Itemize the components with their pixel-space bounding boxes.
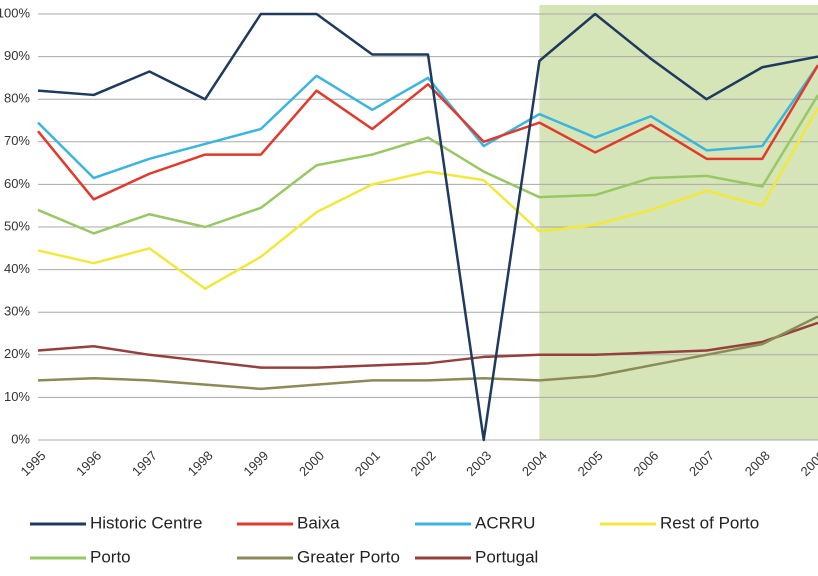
highlight-region	[539, 5, 818, 440]
legend-label: Portugal	[475, 547, 538, 566]
series-line	[37, 315, 818, 391]
legend-label: ACRRU	[475, 513, 535, 532]
series-line	[37, 321, 818, 369]
x-tick-label: 1997	[129, 448, 160, 479]
y-tick-label: 100%	[0, 5, 30, 20]
x-tick-label: 2008	[742, 448, 773, 479]
legend-label: Rest of Porto	[660, 513, 759, 532]
x-tick-label: 2006	[630, 448, 661, 479]
x-tick-label: 1998	[185, 448, 216, 479]
y-tick-label: 70%	[4, 133, 30, 148]
x-tick-label: 1996	[73, 448, 104, 479]
legend-label: Porto	[90, 547, 131, 566]
x-tick-label: 2009	[797, 448, 818, 479]
y-tick-label: 0%	[11, 431, 30, 446]
y-tick-label: 30%	[4, 304, 30, 319]
legend-label: Baixa	[297, 513, 340, 532]
series-line	[37, 64, 818, 201]
x-tick-label: 2000	[296, 448, 327, 479]
x-tick-label: 2003	[463, 448, 494, 479]
x-tick-label: 2005	[575, 448, 606, 479]
y-tick-label: 10%	[4, 389, 30, 404]
series-line	[37, 107, 818, 291]
legend-label: Greater Porto	[297, 547, 400, 566]
y-tick-label: 80%	[4, 91, 30, 106]
x-tick-label: 1995	[17, 448, 48, 479]
y-tick-label: 60%	[4, 176, 30, 191]
y-tick-label: 20%	[4, 346, 30, 361]
legend-label: Historic Centre	[90, 513, 202, 532]
y-tick-label: 50%	[4, 218, 30, 233]
x-tick-label: 2002	[407, 448, 438, 479]
series-line	[37, 12, 818, 442]
x-tick-label: 2001	[352, 448, 383, 479]
y-tick-label: 40%	[4, 261, 30, 276]
series-line	[37, 94, 818, 235]
x-tick-label: 1999	[240, 448, 271, 479]
series-line	[37, 64, 818, 180]
y-tick-label: 90%	[4, 48, 30, 63]
x-tick-label: 2007	[686, 448, 717, 479]
x-tick-label: 2004	[519, 448, 550, 479]
